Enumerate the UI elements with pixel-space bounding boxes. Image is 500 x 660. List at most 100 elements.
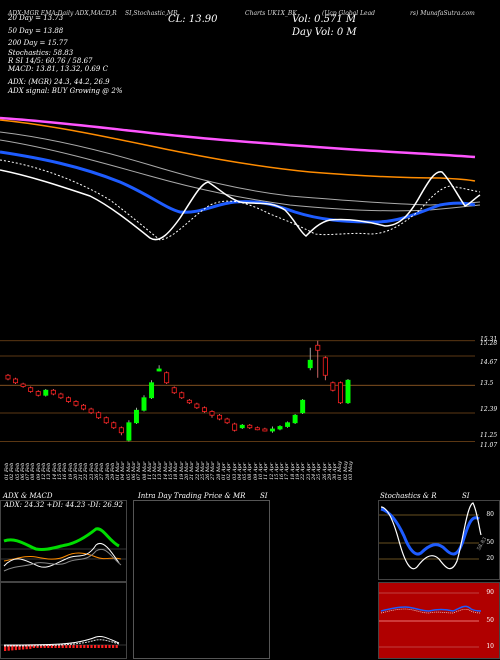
candle-body: [118, 427, 124, 434]
rsi-tick-10: 10: [486, 643, 494, 650]
candle-body: [330, 382, 336, 391]
adx-green-line: [3, 527, 120, 551]
candle-body: [164, 372, 170, 384]
header-ticker: Charts UK1X_BK: [245, 10, 297, 17]
macd-bar: [18, 645, 21, 650]
candle-body: [262, 428, 268, 432]
macd-bar: [68, 645, 71, 648]
stoch-tick-20: 20: [486, 555, 494, 562]
stochastic-lines: [379, 502, 482, 570]
candle-body: [232, 423, 238, 431]
macd-bar: [65, 645, 68, 648]
candle-body: [300, 399, 306, 414]
candle-body: [50, 389, 56, 395]
grey-upper-line: [0, 131, 481, 206]
macd-signal-line: [3, 639, 120, 647]
candle-body: [88, 408, 94, 414]
header-mid3: rs) MunafaSutra.com: [410, 10, 475, 17]
ema-dotted-line: [0, 159, 481, 241]
ema200-line: [0, 116, 476, 159]
candle-body: [307, 359, 313, 369]
macd-bar: [86, 645, 89, 648]
candle-body: [20, 383, 26, 387]
date-label: 03 May: [348, 461, 354, 480]
candle-body: [247, 424, 253, 429]
macd-bar: [90, 645, 93, 648]
close-price: CL: 13.90: [168, 14, 218, 25]
macd-panel: [0, 582, 127, 659]
intraday-panel: [133, 500, 270, 659]
adx-lines: [1, 527, 126, 572]
candle-body: [126, 422, 132, 441]
candle-body: [133, 409, 139, 424]
ema-50-text: 50 Day = 13.88: [8, 27, 64, 35]
candle-body: [179, 392, 185, 399]
price-axis-label: 11.25: [480, 432, 498, 439]
intraday-si: SI: [260, 492, 268, 500]
macd-bar: [25, 645, 28, 650]
macd-bar: [40, 645, 43, 648]
price-axis-label: 15.31: [480, 336, 498, 343]
adx-values: ADX: 24.32 +DI: 44.23 -DI: 26.92: [4, 501, 123, 509]
header-mid1: SI,Stochastic,MR: [125, 10, 178, 17]
price-axis-label: 12.39: [480, 406, 498, 413]
macd-bar: [54, 645, 57, 648]
macd-bar: [108, 645, 111, 648]
candle-body: [13, 378, 19, 384]
candle-body: [239, 424, 245, 429]
day-volume: Day Vol: 0 M: [292, 27, 357, 38]
candle-body: [186, 399, 192, 404]
candle-body: [209, 411, 215, 416]
candle-body: [96, 412, 102, 419]
candle-body: [217, 414, 223, 420]
macd-bar: [79, 645, 82, 648]
candle-body: [337, 382, 343, 404]
rsi-panel: 90 50 10: [378, 582, 500, 659]
header-mid2: (Ucp Global Lead: [322, 10, 376, 17]
rsi-text: R SI 14/5: 60.76 / 58.67: [8, 57, 93, 65]
adx-orange-line: [3, 552, 122, 562]
candle-body: [201, 407, 207, 412]
candle-body: [194, 403, 200, 409]
candle-body: [149, 382, 155, 399]
macd-bar: [101, 645, 104, 648]
price-axis-label: 13.5: [480, 380, 494, 387]
ema-20-text: 20 Day = 13.73: [8, 14, 64, 22]
stoch-tick-80: 80: [486, 511, 494, 518]
candle-body: [277, 426, 283, 430]
macd-bar: [4, 645, 7, 651]
adx-signal-text: ADX signal: BUY Growing @ 2%: [8, 87, 123, 95]
stoch-blue-line: [380, 507, 480, 556]
rsi-tick-50: 50: [486, 617, 494, 624]
macd-bar: [97, 645, 100, 648]
candle-body: [28, 387, 34, 392]
macd-bar: [50, 645, 53, 648]
rsi-tick-90: 90: [486, 589, 494, 596]
macd-bar: [29, 645, 32, 649]
candle-body: [224, 418, 230, 424]
price-axis-label: 15.28: [480, 340, 498, 347]
macd-bar: [72, 645, 75, 648]
candle-body: [111, 422, 117, 429]
ema-200-text: 200 Day = 15.77: [8, 39, 68, 47]
macd-bar: [61, 645, 64, 648]
macd-bar: [11, 645, 14, 651]
candle-body: [254, 427, 260, 431]
candle-body: [345, 379, 351, 404]
stoch-tick-50: 50: [486, 539, 494, 546]
macd-bar: [115, 645, 118, 648]
candle-body: [73, 401, 79, 406]
macd-bar: [58, 645, 61, 648]
ema50-line: [0, 119, 476, 182]
macd-bar: [22, 645, 25, 650]
adx-panel: ADX: 24.32 +DI: 44.23 -DI: 26.92: [0, 500, 127, 582]
macd-text: MACD: 13.81, 13.32, 0.69 C: [8, 65, 108, 73]
price-axis-label: 11.07: [480, 442, 498, 449]
candle-body: [141, 397, 147, 411]
macd-bar: [43, 645, 46, 648]
candle-body: [43, 389, 49, 396]
candle-body: [285, 422, 291, 427]
candle-body: [35, 391, 41, 396]
grey-lower-line: [0, 139, 481, 212]
